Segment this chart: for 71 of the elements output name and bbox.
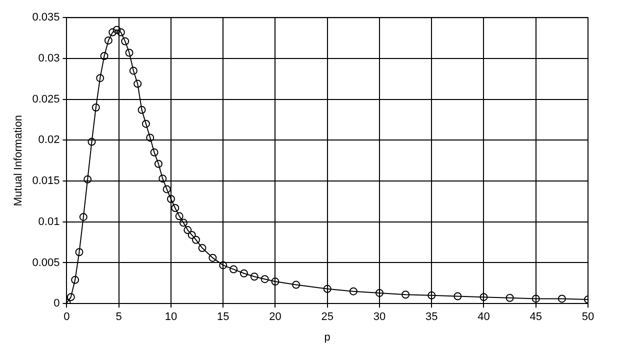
point xyxy=(323,284,332,293)
y-axis-title: Mutual Information xyxy=(12,115,25,206)
point xyxy=(146,134,154,142)
point xyxy=(142,120,150,128)
y-tick-label: 0 xyxy=(54,298,60,310)
point xyxy=(230,265,238,274)
point xyxy=(208,254,217,262)
point xyxy=(158,174,167,183)
point xyxy=(71,276,80,284)
point xyxy=(88,138,96,146)
point xyxy=(154,160,162,168)
point xyxy=(375,288,384,297)
point xyxy=(184,226,192,234)
point xyxy=(192,236,200,244)
point xyxy=(260,275,269,284)
point xyxy=(171,204,180,212)
y-tick-label: 0.03 xyxy=(38,52,60,64)
point xyxy=(134,80,142,88)
point xyxy=(219,261,228,270)
y-tick-label: 0.01 xyxy=(38,216,60,228)
point xyxy=(96,74,104,82)
point xyxy=(125,48,134,57)
point xyxy=(349,287,358,296)
point xyxy=(188,230,196,239)
x-tick-label: 15 xyxy=(216,311,230,324)
point xyxy=(454,292,462,300)
point xyxy=(506,294,514,302)
point xyxy=(100,52,108,60)
point xyxy=(250,272,258,281)
point xyxy=(104,36,112,44)
point xyxy=(92,103,100,112)
point xyxy=(129,66,138,75)
point xyxy=(84,175,92,184)
point xyxy=(112,26,121,34)
point xyxy=(116,28,125,36)
x-tick-label: 45 xyxy=(530,311,542,324)
point xyxy=(166,195,175,204)
point xyxy=(75,248,84,256)
point xyxy=(150,148,158,156)
point xyxy=(121,37,130,46)
y-tick-label: 0.025 xyxy=(32,93,60,106)
point xyxy=(138,106,146,114)
point xyxy=(108,28,117,36)
point xyxy=(402,290,410,299)
point xyxy=(480,293,488,302)
point xyxy=(240,269,248,278)
y-tick-label: 0.02 xyxy=(38,134,60,146)
point xyxy=(79,212,88,221)
point xyxy=(292,280,300,289)
x-tick-label: 20 xyxy=(269,311,282,324)
point xyxy=(162,185,171,194)
point xyxy=(198,244,206,252)
x-tick-label: 25 xyxy=(321,311,334,324)
y-tick-label: 0.015 xyxy=(32,175,60,188)
point xyxy=(271,278,280,286)
x-tick-label: 5 xyxy=(116,311,122,324)
x-tick-label: 0 xyxy=(64,311,70,324)
y-tick-label: 0.005 xyxy=(32,256,60,269)
x-tick-label: 30 xyxy=(373,311,386,324)
point xyxy=(66,293,75,302)
point xyxy=(175,212,184,220)
x-tick-label: 35 xyxy=(425,311,438,324)
point xyxy=(179,218,188,227)
point xyxy=(532,294,540,303)
x-tick-label: 40 xyxy=(478,311,490,324)
point xyxy=(558,294,566,303)
point xyxy=(428,291,436,300)
y-tick-label: 0.035 xyxy=(32,12,60,24)
x-axis-title: p xyxy=(324,331,330,344)
x-tick-label: 10 xyxy=(164,311,178,324)
x-tick-label: 50 xyxy=(582,311,594,324)
